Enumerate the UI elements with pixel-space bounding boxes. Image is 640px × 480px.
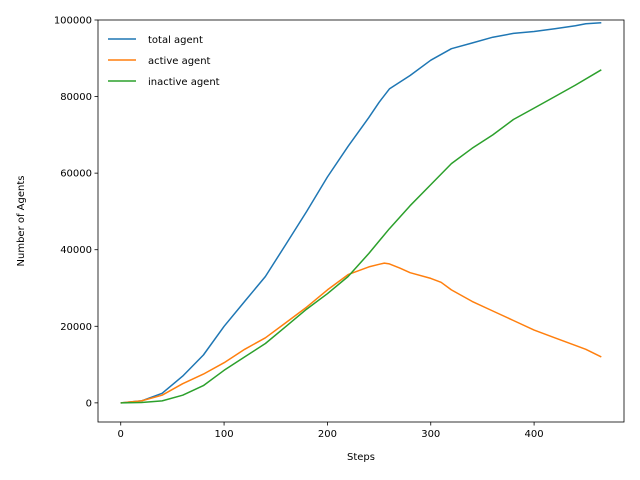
legend: total agent active agent inactive agent — [108, 35, 220, 88]
x-tick-label: 100 — [215, 429, 234, 440]
y-tick-label: 80000 — [60, 92, 92, 103]
plot-frame — [97, 19, 625, 423]
x-axis-ticks: 0 100 200 300 400 — [118, 422, 544, 440]
series-line-1 — [120, 21, 602, 404]
x-tick-label: 300 — [421, 429, 440, 440]
x-tick-label: 0 — [118, 429, 124, 440]
legend-label: inactive agent — [148, 77, 220, 88]
y-tick-label: 0 — [86, 398, 92, 409]
y-tick-label: 100000 — [54, 16, 92, 27]
x-tick-label: 400 — [525, 429, 544, 440]
plot-lines — [120, 21, 602, 404]
legend-label: active agent — [148, 56, 211, 67]
y-tick-label: 20000 — [60, 322, 92, 333]
y-tick-label: 60000 — [60, 169, 92, 180]
series-line-2 — [120, 262, 602, 404]
x-axis-label: Steps — [347, 452, 375, 463]
series-line-3 — [120, 69, 602, 404]
y-tick-label: 40000 — [60, 245, 92, 256]
legend-label: total agent — [148, 35, 203, 46]
y-axis-ticks: 0 20000 40000 60000 80000 100000 — [54, 16, 98, 409]
x-tick-label: 200 — [318, 429, 337, 440]
y-axis-label: Number of Agents — [16, 176, 27, 267]
